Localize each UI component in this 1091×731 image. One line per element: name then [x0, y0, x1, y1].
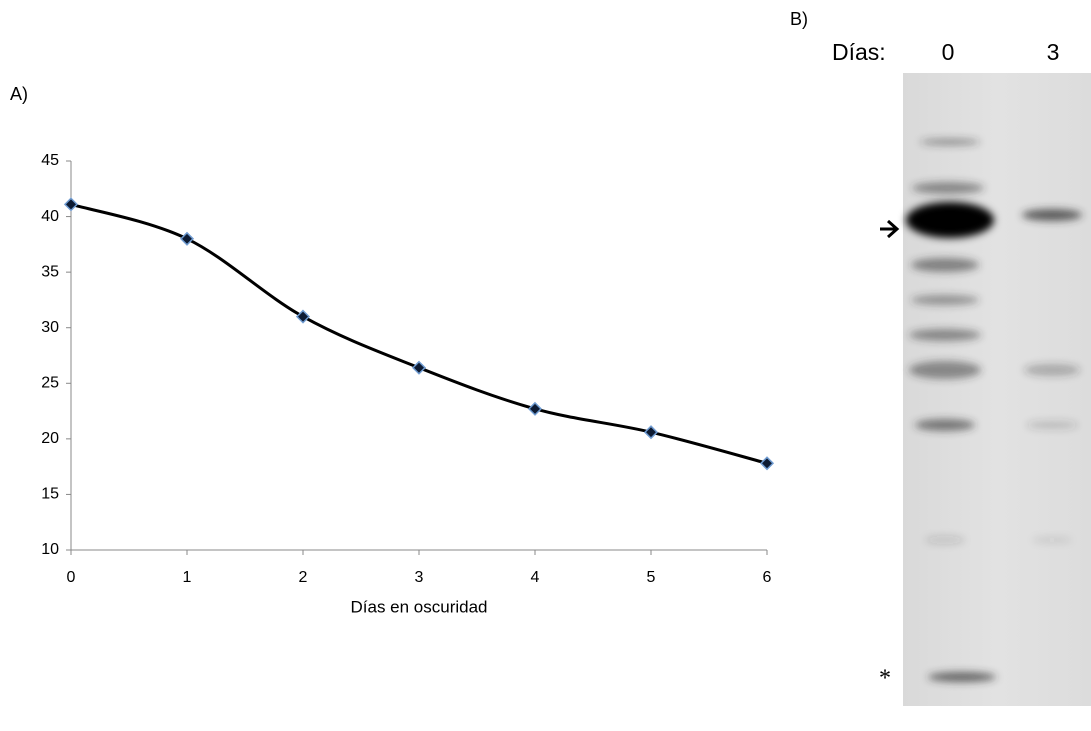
- marker: [759, 456, 775, 471]
- marker: [527, 401, 543, 416]
- marker: [63, 197, 79, 212]
- x-tick-label: 2: [299, 569, 308, 586]
- marker: [643, 425, 659, 440]
- marker: [295, 309, 311, 324]
- panel-label: B): [790, 9, 808, 29]
- gel-background: [903, 73, 1091, 706]
- x-tick-label: 0: [67, 569, 76, 586]
- lane-label: 0: [942, 39, 955, 65]
- asterisk: *: [879, 666, 891, 692]
- gel: [903, 73, 1091, 706]
- y-tick-label: 30: [41, 319, 59, 336]
- y-tick-label: 40: [41, 208, 59, 225]
- x-tick-label: 6: [763, 569, 772, 586]
- y-tick-label: 10: [41, 541, 59, 558]
- lanes-label: Días:: [832, 39, 886, 65]
- y-tick-label: 15: [41, 486, 59, 503]
- x-tick-label: 5: [647, 569, 656, 586]
- y-tick-label: 25: [41, 375, 59, 392]
- y-tick-label: 20: [41, 430, 59, 447]
- y-tick-label: 45: [41, 152, 59, 169]
- x-tick-label: 1: [183, 569, 192, 586]
- x-tick-label: 3: [415, 569, 424, 586]
- x-axis-label: Días en oscuridad: [350, 597, 487, 616]
- x-tick-label: 4: [531, 569, 540, 586]
- marker: [411, 360, 427, 375]
- marker: [179, 231, 195, 246]
- lane-label: 3: [1047, 39, 1060, 65]
- arrow: [880, 219, 900, 239]
- panel-label: A): [10, 84, 28, 104]
- y-tick-label: 35: [41, 263, 59, 280]
- line: [70, 202, 768, 465]
